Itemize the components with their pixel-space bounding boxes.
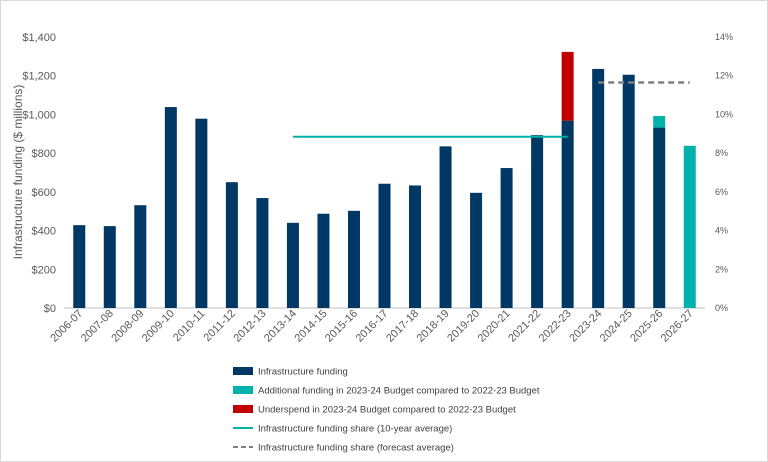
bars [73, 51, 696, 309]
y2-tick-label: 8% [715, 148, 728, 158]
y-tick-label: $1,200 [22, 71, 56, 83]
x-tick-label: 2012-13 [231, 308, 268, 345]
bar-2015-16-s0 [347, 210, 360, 308]
y2-tick-label: 4% [715, 226, 728, 236]
y-tick-label: $0 [44, 303, 56, 315]
y-tick-label: $1,400 [22, 32, 56, 44]
bar-2010-11-s0 [195, 118, 208, 309]
bar-2017-18-s0 [409, 185, 422, 308]
legend-label: Additional funding in 2023-24 Budget com… [258, 386, 540, 397]
legend-label: Infrastructure funding [258, 367, 348, 378]
y2-tick-label: 10% [715, 109, 733, 119]
x-tick-label: 2016-17 [354, 308, 391, 345]
x-tick-label: 2019-20 [445, 308, 482, 345]
x-tick-label: 2026-27 [659, 308, 696, 345]
x-tick-label: 2023-24 [567, 308, 604, 345]
bar-2025-26-s0 [653, 127, 666, 308]
x-tick-label: 2007-08 [79, 308, 116, 345]
x-tick-label: 2021-22 [506, 308, 543, 345]
bar-2014-15-s0 [317, 213, 330, 308]
y2-tick-label: 0% [715, 303, 728, 313]
y2-tick-label: 2% [715, 264, 728, 274]
y-tick-label: $800 [32, 148, 56, 160]
bar-2007-08-s0 [103, 226, 116, 308]
legend-label: Underspend in 2023-24 Budget compared to… [258, 405, 516, 416]
bar-2020-21-s0 [500, 168, 513, 308]
y2-tick-label: 14% [715, 32, 733, 42]
y-tick-label: $600 [32, 187, 56, 199]
bar-2009-10-s0 [164, 107, 177, 308]
legend-swatch [233, 405, 253, 413]
bar-2026-27-s1 [683, 145, 696, 308]
legend-swatch [233, 367, 253, 375]
x-tick-label: 2022-23 [537, 308, 574, 345]
x-tick-label: 2025-26 [628, 308, 665, 345]
x-tick-label: 2018-19 [415, 308, 452, 345]
y-tick-label: $200 [32, 264, 56, 276]
bar-2012-13-s0 [256, 198, 269, 308]
x-tick-label: 2024-25 [598, 308, 635, 345]
legend: Infrastructure funding Additional funding… [233, 367, 540, 454]
legend-label: Infrastructure funding share (forecast a… [258, 443, 454, 454]
bar-2006-07-s0 [73, 225, 86, 308]
bar-2011-12-s0 [225, 182, 238, 308]
x-tick-label: 2013-14 [262, 308, 299, 345]
x-tick-label: 2015-16 [323, 308, 360, 345]
y-tick-label: $1,000 [22, 109, 56, 121]
x-tick-label: 2014-15 [293, 308, 330, 345]
y2-tick-label: 6% [715, 187, 728, 197]
bar-2018-19-s0 [439, 146, 452, 308]
y-tick-label: $400 [32, 226, 56, 238]
legend-label: Infrastructure funding share (10-year av… [258, 424, 452, 435]
bar-2021-22-s0 [531, 135, 544, 308]
bar-2022-23-s0 [561, 120, 574, 308]
bar-2019-20-s0 [470, 192, 483, 308]
bar-2008-09-s0 [134, 205, 147, 308]
bar-2024-25-s0 [622, 74, 635, 308]
x-tick-label: 2020-21 [476, 308, 513, 345]
x-tick-label: 2008-09 [109, 308, 146, 345]
bar-2022-23-s2 [561, 51, 574, 121]
x-tick-label: 2010-11 [171, 308, 207, 344]
bar-2023-24-s0 [592, 68, 605, 308]
bar-2016-17-s0 [378, 183, 391, 308]
bar-2013-14-s0 [286, 222, 299, 308]
y-axis-title: Infrastructure funding ($ millions) [11, 85, 25, 260]
y2-tick-label: 12% [715, 71, 733, 81]
average-lines [292, 81, 690, 138]
bar-2025-26-s1 [653, 115, 666, 128]
legend-swatch [233, 386, 253, 394]
x-tick-label: 2009-10 [140, 308, 177, 345]
x-tick-label: 2017-18 [384, 308, 421, 345]
